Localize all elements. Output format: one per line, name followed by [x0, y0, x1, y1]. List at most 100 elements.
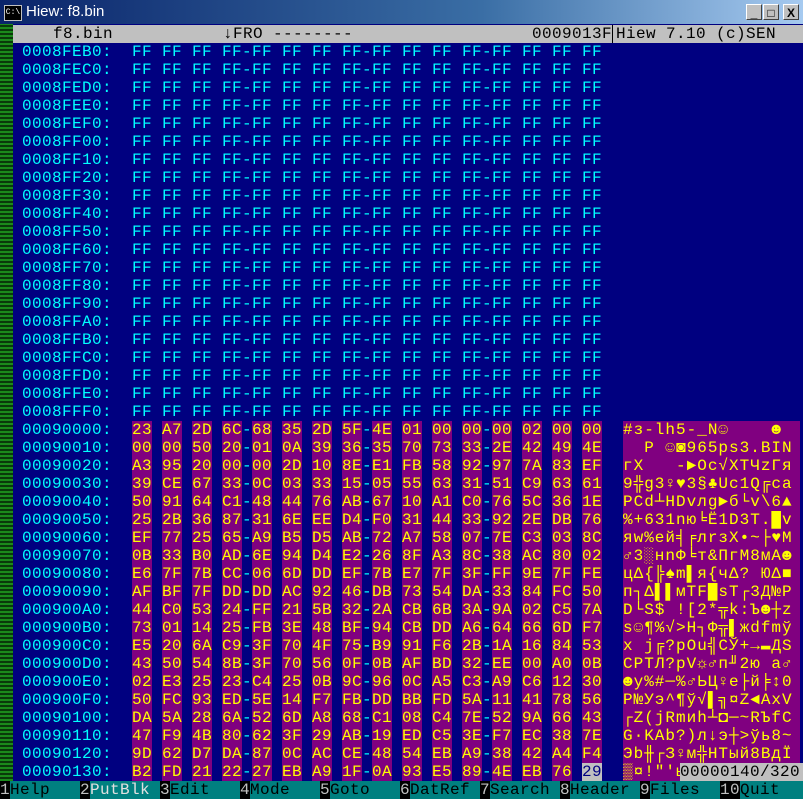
hex-byte[interactable]: FF — [522, 97, 543, 115]
hex-byte[interactable]: 21 — [282, 601, 303, 619]
hex-byte[interactable]: AC — [282, 583, 303, 601]
hex-byte[interactable]: FF — [432, 367, 453, 385]
hex-byte[interactable]: FF — [312, 133, 333, 151]
hex-byte[interactable]: EB — [432, 745, 453, 763]
hex-byte[interactable]: FF — [492, 223, 513, 241]
hex-byte[interactable]: FF — [132, 133, 153, 151]
text-column[interactable]: #з-lh5-_N☺ ☻ — [623, 421, 800, 439]
hex-byte[interactable]: FF — [372, 61, 393, 79]
hex-byte[interactable]: DD — [252, 583, 273, 601]
hex-byte[interactable]: 62 — [162, 745, 183, 763]
hex-byte[interactable]: FF — [462, 169, 483, 187]
hex-byte[interactable]: 72 — [372, 529, 393, 547]
hex-byte[interactable]: FF — [582, 151, 603, 169]
hex-byte[interactable]: FF — [462, 115, 483, 133]
hex-byte[interactable]: E2 — [342, 547, 363, 565]
hex-byte[interactable]: 6B — [432, 601, 453, 619]
hex-byte[interactable]: 48 — [252, 493, 273, 511]
hex-byte[interactable]: 6A — [222, 709, 243, 727]
hex-byte[interactable]: C5 — [552, 601, 573, 619]
hex-byte[interactable]: FF — [432, 223, 453, 241]
hex-byte[interactable]: FF — [132, 97, 153, 115]
hex-byte[interactable]: 11 — [492, 691, 513, 709]
hex-byte[interactable]: FF — [252, 313, 273, 331]
hex-byte[interactable]: FF — [222, 349, 243, 367]
hex-byte[interactable]: C9 — [222, 637, 243, 655]
hex-byte[interactable]: 64 — [192, 493, 213, 511]
hex-byte[interactable]: FF — [132, 43, 153, 61]
hex-byte[interactable]: 2A — [372, 601, 393, 619]
text-column[interactable]: п┐Δ▌▌мТF█sT┌3Д№P — [623, 583, 800, 601]
hex-byte[interactable]: 06 — [252, 565, 273, 583]
hex-byte[interactable]: 2E — [492, 439, 513, 457]
hex-byte[interactable]: 73 — [402, 583, 423, 601]
hex-byte[interactable]: FF — [342, 79, 363, 97]
hex-byte[interactable]: FF — [222, 151, 243, 169]
hex-byte[interactable]: FF — [582, 403, 603, 421]
hex-byte[interactable]: FF — [252, 133, 273, 151]
hex-byte[interactable]: 94 — [372, 619, 393, 637]
hex-byte[interactable]: FF — [252, 79, 273, 97]
hex-byte[interactable]: FF — [192, 61, 213, 79]
hex-row[interactable]: 0008FEB0: FF FF FF FF - FF FF FF FF - FF FF FF FF - FF FF… — [13, 43, 803, 61]
hex-byte[interactable]: FF — [132, 151, 153, 169]
hex-byte[interactable]: FF — [402, 295, 423, 313]
hex-byte[interactable]: FF — [192, 367, 213, 385]
hex-byte[interactable]: FF — [282, 241, 303, 259]
hex-byte[interactable]: DB — [552, 511, 573, 529]
hex-byte[interactable]: FF — [222, 79, 243, 97]
hex-byte[interactable]: FF — [192, 277, 213, 295]
hex-byte[interactable]: FF — [492, 133, 513, 151]
hex-byte[interactable]: 00 — [582, 421, 603, 439]
hex-byte[interactable]: FF — [342, 403, 363, 421]
hex-byte[interactable]: CB — [402, 601, 423, 619]
hex-byte[interactable]: B2 — [132, 763, 153, 781]
hex-byte[interactable]: 7E — [492, 529, 513, 547]
hex-byte[interactable]: FF — [402, 97, 423, 115]
hex-byte[interactable]: FF — [372, 187, 393, 205]
hex-byte[interactable]: FF — [372, 205, 393, 223]
hex-byte[interactable]: 50 — [132, 691, 153, 709]
window-title-bar[interactable]: C:\ Hiew: f8.bin _ □ X — [0, 0, 803, 24]
hex-byte[interactable]: 25 — [192, 529, 213, 547]
hex-byte[interactable]: 70 — [402, 439, 423, 457]
hex-byte[interactable]: 36 — [342, 439, 363, 457]
hex-byte[interactable]: C4 — [432, 709, 453, 727]
hex-byte[interactable]: FF — [252, 367, 273, 385]
hex-byte[interactable]: 4E — [372, 421, 393, 439]
hex-byte[interactable]: FF — [582, 223, 603, 241]
hex-byte[interactable]: 38 — [492, 745, 513, 763]
fkey-quit[interactable]: 10Quit — [720, 781, 800, 799]
hex-byte[interactable]: 50 — [582, 583, 603, 601]
hex-byte[interactable]: 22 — [222, 763, 243, 781]
hex-byte[interactable]: 93 — [402, 763, 423, 781]
hex-byte[interactable]: A6 — [462, 619, 483, 637]
hex-byte[interactable]: FF — [372, 349, 393, 367]
hex-row[interactable]: 000900D0: 43 50 54 8B -3F 70 56 0F -0B AF BD 32- EE 00… — [13, 655, 803, 673]
hex-row[interactable]: 0008FFB0: FF FF FF FF - FF FF FF FF - FF FF FF FF - FF FF… — [13, 331, 803, 349]
hex-byte[interactable]: 43 — [582, 709, 603, 727]
hex-byte[interactable]: FF — [432, 349, 453, 367]
hex-byte[interactable]: 66 — [522, 619, 543, 637]
hex-byte[interactable]: 0B — [312, 673, 333, 691]
hex-byte[interactable]: FF — [552, 43, 573, 61]
hex-byte[interactable]: DD — [372, 691, 393, 709]
hex-byte[interactable]: FF — [342, 115, 363, 133]
hex-byte[interactable]: 8C — [462, 547, 483, 565]
hex-byte[interactable]: FF — [402, 259, 423, 277]
hex-byte[interactable]: 6D — [282, 565, 303, 583]
hex-byte[interactable]: 5E — [252, 691, 273, 709]
hex-byte[interactable]: FF — [282, 151, 303, 169]
hex-byte[interactable]: DA — [132, 709, 153, 727]
hex-byte[interactable]: FF — [402, 223, 423, 241]
hex-byte[interactable]: 96 — [372, 673, 393, 691]
hex-byte[interactable]: 0F — [342, 655, 363, 673]
hex-byte[interactable]: 3F — [252, 637, 273, 655]
hex-byte[interactable]: 28 — [192, 709, 213, 727]
hex-byte[interactable]: FF — [402, 349, 423, 367]
hex-byte[interactable]: FF — [162, 241, 183, 259]
hex-byte[interactable]: 1E — [582, 493, 603, 511]
hex-row[interactable]: 0008FF00: FF FF FF FF - FF FF FF FF - FF FF FF FF - FF FF… — [13, 133, 803, 151]
hex-byte[interactable]: FF — [522, 241, 543, 259]
hex-byte[interactable]: AC — [312, 745, 333, 763]
